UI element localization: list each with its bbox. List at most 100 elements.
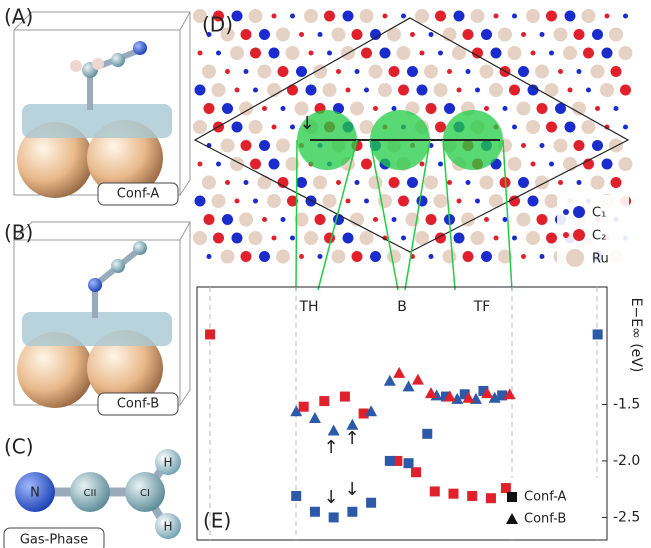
ru-atom: [508, 46, 522, 60]
ru-atom: [443, 250, 457, 264]
c-atom: [364, 199, 369, 204]
c-atom: [611, 177, 622, 188]
point: [486, 493, 496, 503]
c-atom: [512, 236, 517, 241]
ru-atom: [332, 250, 346, 264]
c-atom: [574, 140, 585, 151]
ru-atom: [202, 65, 216, 79]
c-atom: [454, 233, 465, 244]
c-atom: [299, 32, 304, 37]
ru-atom: [526, 231, 540, 245]
c-atom: [272, 125, 277, 130]
c-atom: [241, 29, 252, 40]
c-atom: [401, 236, 406, 241]
ru-atom: [276, 250, 290, 264]
ru-atom: [619, 46, 633, 60]
panel-label: (D): [202, 13, 233, 37]
ru-atom: [545, 194, 559, 208]
c-atom: [463, 29, 474, 40]
c-atom: [373, 106, 378, 111]
c-atom: [269, 159, 280, 170]
c-atom: [509, 196, 520, 207]
ru-atom: [563, 157, 577, 171]
c-atom: [577, 180, 582, 185]
ru-atom: [517, 102, 531, 116]
ru-atom: [563, 46, 577, 60]
structure-label: Conf-A: [117, 187, 160, 202]
legend-label: Conf-B: [524, 512, 566, 527]
ru-atom: [600, 83, 614, 97]
c-atom: [602, 48, 613, 59]
c-atom: [546, 233, 557, 244]
ru-atom: [304, 231, 318, 245]
c-atom: [546, 122, 557, 133]
point: [467, 491, 477, 501]
c-atom: [389, 177, 400, 188]
c-atom: [398, 85, 409, 96]
ru-atom: [619, 157, 633, 171]
ru-atom: [554, 139, 568, 153]
ru-atom: [572, 102, 586, 116]
c-atom: [232, 233, 243, 244]
ru-atom: [508, 157, 522, 171]
c-atom: [429, 254, 434, 259]
c-atom: [204, 214, 215, 225]
c-atom: [463, 251, 474, 262]
ru-atom: [267, 194, 281, 208]
c-atom: [259, 140, 270, 151]
c-atom: [309, 51, 314, 56]
ru-atom: [323, 83, 337, 97]
c-atom: [623, 14, 628, 19]
ru-atom: [230, 46, 244, 60]
c-atom: [417, 85, 428, 96]
c-atom: [568, 88, 573, 93]
c-atom: [435, 122, 446, 133]
ru-atom: [212, 194, 226, 208]
c-atom: [336, 180, 341, 185]
c-atom: [540, 254, 545, 259]
c-atom: [232, 122, 243, 133]
c-atom: [259, 251, 270, 262]
c-atom: [296, 177, 307, 188]
c-atom: [336, 69, 341, 74]
ru-atom: [350, 102, 364, 116]
c-atom: [484, 106, 489, 111]
atom-label: CII: [84, 488, 97, 499]
c-atom: [454, 11, 465, 22]
point: [412, 374, 424, 385]
c-atom: [364, 88, 369, 93]
c-atom: [241, 140, 252, 151]
atom-label: H: [163, 456, 172, 470]
ru-atom: [313, 176, 327, 190]
c-atom: [583, 48, 594, 59]
ru-atom: [498, 28, 512, 42]
c-atom: [241, 251, 252, 262]
c-atom: [296, 66, 307, 77]
point: [411, 467, 421, 477]
c-atom: [343, 233, 354, 244]
ru-atom: [535, 176, 549, 190]
c-atom: [466, 180, 471, 185]
ru-atom: [239, 213, 253, 227]
c-atom: [605, 14, 610, 19]
c-atom: [494, 236, 499, 241]
c-atom: [373, 217, 378, 222]
panel-label: (A): [4, 5, 33, 29]
ru-atom: [554, 28, 568, 42]
c-atom: [262, 106, 267, 111]
c-atom: [222, 103, 233, 114]
c-atom: [521, 32, 526, 37]
annotation: ↓: [299, 113, 314, 134]
c-atom: [503, 217, 508, 222]
c-atom: [259, 29, 270, 40]
c-atom: [531, 162, 536, 167]
c-atom: [512, 125, 517, 130]
c-atom: [484, 217, 489, 222]
c-atom: [481, 251, 492, 262]
ru-atom: [397, 46, 411, 60]
ru-atom: [360, 231, 374, 245]
c-atom: [595, 106, 600, 111]
c-atom: [537, 103, 548, 114]
c-atom: [346, 199, 351, 204]
c-atom: [278, 66, 289, 77]
